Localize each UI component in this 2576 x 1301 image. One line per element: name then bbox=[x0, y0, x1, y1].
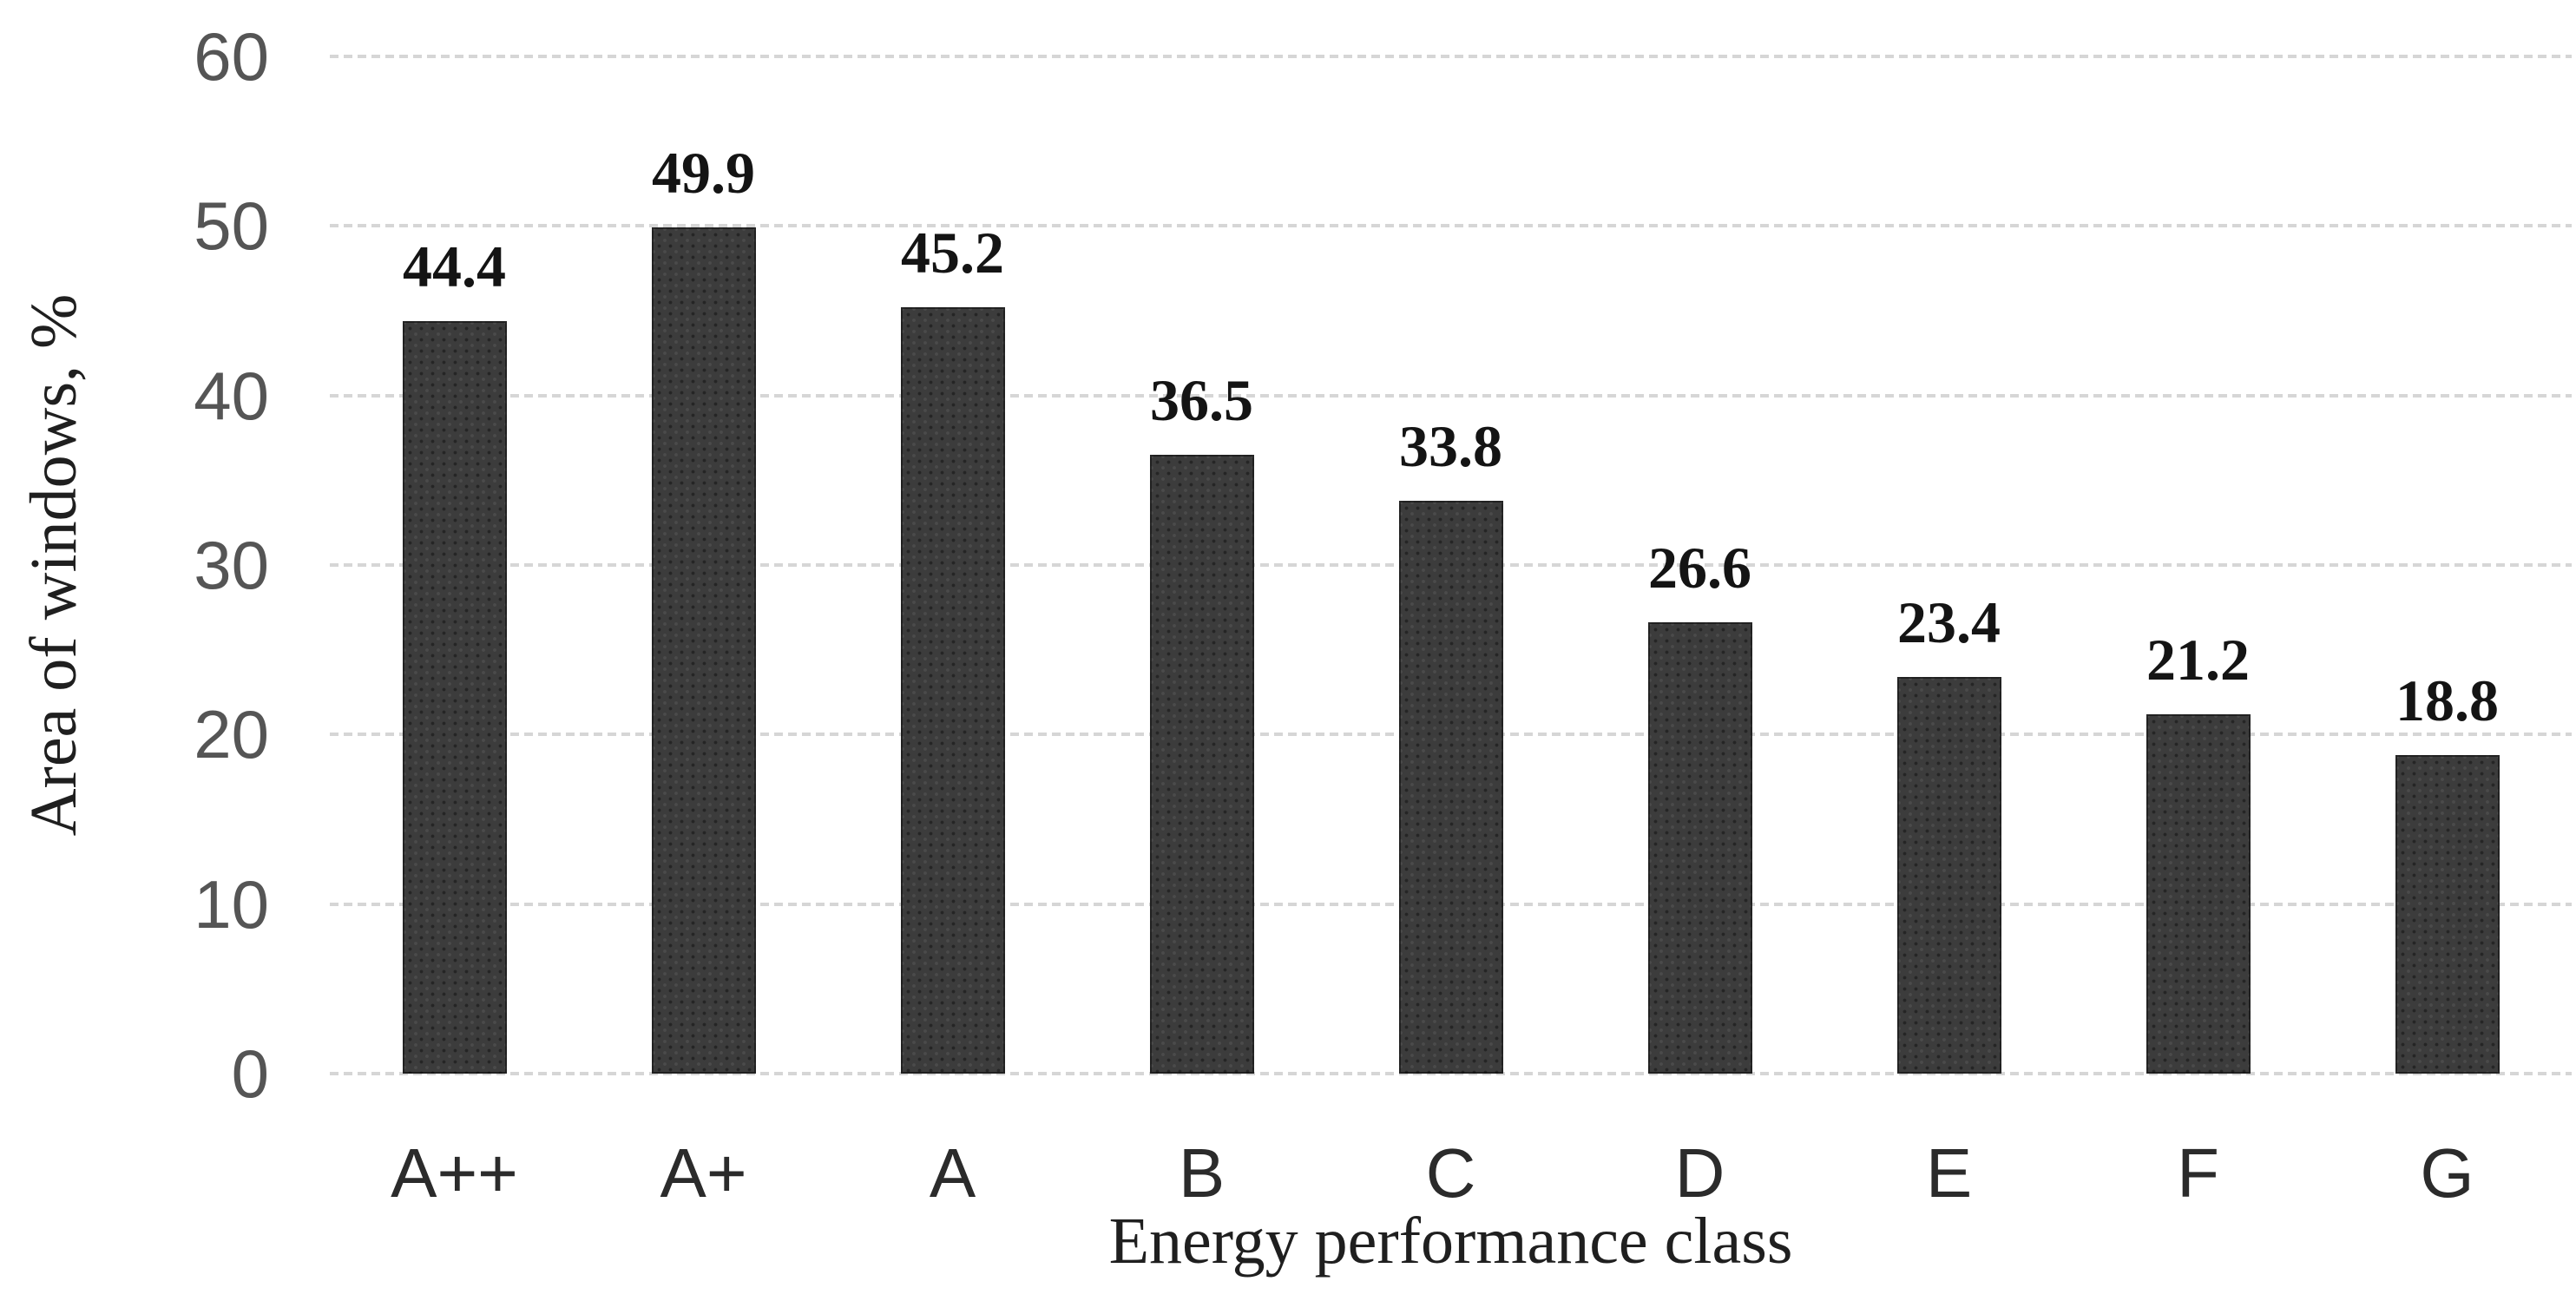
y-tick-label: 20 bbox=[194, 696, 269, 773]
bar bbox=[2395, 754, 2500, 1074]
x-tick-label: A++ bbox=[391, 1134, 518, 1212]
y-tick-label: 10 bbox=[194, 865, 269, 943]
bar-value-label: 26.6 bbox=[1648, 535, 1751, 601]
bar-value-label: 33.8 bbox=[1399, 412, 1502, 479]
bar-value-label: 18.8 bbox=[2395, 667, 2499, 733]
bar-value-label: 49.9 bbox=[652, 140, 755, 207]
bar-value-label: 36.5 bbox=[1150, 367, 1253, 434]
bar bbox=[1896, 676, 2001, 1074]
bar-value-label: 23.4 bbox=[1897, 588, 2001, 655]
x-tick-label: F bbox=[2177, 1134, 2219, 1212]
bar bbox=[2146, 713, 2251, 1074]
y-tick-label: 50 bbox=[194, 187, 269, 265]
x-tick-label: A+ bbox=[660, 1134, 747, 1212]
gridline bbox=[330, 224, 2572, 228]
bar bbox=[651, 227, 756, 1074]
x-tick-label: E bbox=[1925, 1134, 1973, 1212]
bar-value-label: 21.2 bbox=[2146, 626, 2250, 693]
bar bbox=[402, 320, 507, 1074]
bar-value-label: 44.4 bbox=[403, 233, 506, 299]
gridline bbox=[330, 55, 2572, 58]
gridline bbox=[330, 1072, 2572, 1075]
y-tick-label: 30 bbox=[194, 527, 269, 603]
x-tick-label: D bbox=[1674, 1134, 1725, 1212]
bar-value-label: 45.2 bbox=[901, 220, 1004, 286]
bar bbox=[1398, 500, 1503, 1074]
bar bbox=[1647, 622, 1752, 1074]
y-tick-label: 60 bbox=[194, 18, 269, 95]
x-axis-title: Energy performance class bbox=[1108, 1205, 1793, 1278]
y-tick-label: 40 bbox=[194, 357, 269, 434]
y-tick-label: 0 bbox=[231, 1035, 269, 1112]
x-tick-label: C bbox=[1425, 1134, 1476, 1212]
bar bbox=[900, 307, 1005, 1074]
bar bbox=[1149, 455, 1254, 1074]
gridline bbox=[330, 393, 2572, 398]
x-tick-label: G bbox=[2420, 1134, 2474, 1212]
x-tick-label: A bbox=[929, 1134, 976, 1212]
x-tick-label: B bbox=[1178, 1134, 1226, 1212]
